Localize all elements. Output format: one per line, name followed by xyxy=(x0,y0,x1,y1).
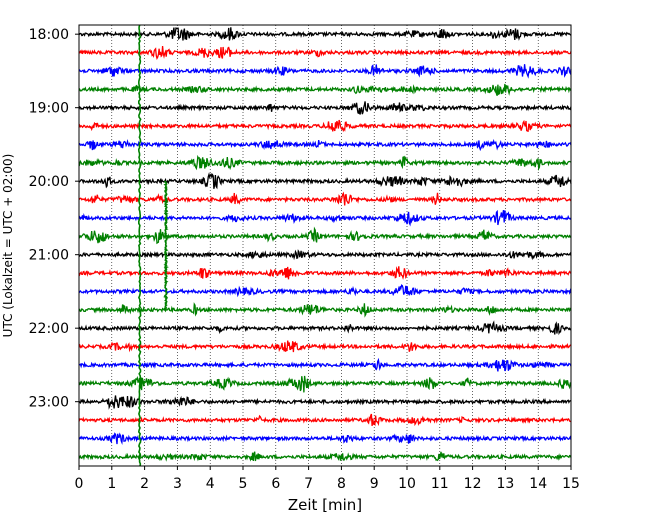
trace-1800 xyxy=(78,27,572,41)
x-tick-label: 2 xyxy=(140,476,149,492)
trace-2245 xyxy=(78,375,572,393)
y-axis-ticks: 18:00 19:00 20:00 21:00 22:00 23:00 xyxy=(29,27,79,411)
trace-2315 xyxy=(78,413,572,427)
x-tick-label: 12 xyxy=(464,476,482,492)
trace-2045 xyxy=(78,226,572,245)
x-tick-label: 7 xyxy=(304,476,313,492)
trace-2215 xyxy=(78,340,571,353)
trace-1930 xyxy=(78,138,572,152)
trace-1945 xyxy=(78,154,572,172)
trace-2200 xyxy=(78,320,572,336)
trace-1845 xyxy=(78,83,572,96)
x-tick-label: 3 xyxy=(173,476,182,492)
trace-2345 xyxy=(78,451,572,462)
x-tick-label: 4 xyxy=(206,476,215,492)
trace-1915 xyxy=(78,119,572,133)
x-tick-label: 5 xyxy=(239,476,248,492)
trace-2145 xyxy=(78,302,572,318)
y-tick-label: 23:00 xyxy=(29,395,69,411)
event-markers xyxy=(137,24,169,467)
trace-1815 xyxy=(78,45,572,60)
event-marker-2 xyxy=(162,180,169,311)
trace-2000 xyxy=(78,172,572,190)
y-tick-label: 20:00 xyxy=(29,174,69,190)
x-tick-label: 13 xyxy=(496,476,514,492)
seismic-traces xyxy=(78,27,572,462)
x-tick-label: 8 xyxy=(337,476,346,492)
trace-2100 xyxy=(78,249,572,261)
x-axis-label: Zeit [min] xyxy=(288,496,362,514)
x-axis-ticks: 0 1 2 3 4 5 6 7 8 9 10 11 12 13 14 15 xyxy=(75,466,580,492)
y-tick-label: 21:00 xyxy=(29,248,69,264)
trace-2030 xyxy=(78,209,572,227)
x-tick-label: 6 xyxy=(271,476,280,492)
x-tick-label: 0 xyxy=(75,476,84,492)
event-marker-1 xyxy=(137,24,142,467)
trace-2115 xyxy=(78,266,572,280)
trace-1830 xyxy=(78,64,572,79)
x-tick-label: 11 xyxy=(431,476,449,492)
x-tick-label: 14 xyxy=(529,476,547,492)
y-tick-label: 19:00 xyxy=(29,101,69,117)
x-tick-label: 15 xyxy=(562,476,580,492)
trace-2230 xyxy=(78,357,572,372)
y-tick-label: 22:00 xyxy=(29,321,69,337)
x-tick-label: 9 xyxy=(370,476,379,492)
y-axis-label: UTC (Lokalzeit = UTC + 02:00) xyxy=(1,154,15,338)
plot-frame xyxy=(78,24,572,467)
y-tick-label: 18:00 xyxy=(29,27,69,43)
trace-2015 xyxy=(78,191,572,206)
x-tick-label: 1 xyxy=(107,476,116,492)
trace-2300 xyxy=(78,395,572,410)
x-tick-label: 10 xyxy=(398,476,416,492)
trace-2330 xyxy=(78,432,572,445)
trace-2130 xyxy=(78,284,572,298)
trace-1900 xyxy=(78,101,572,115)
